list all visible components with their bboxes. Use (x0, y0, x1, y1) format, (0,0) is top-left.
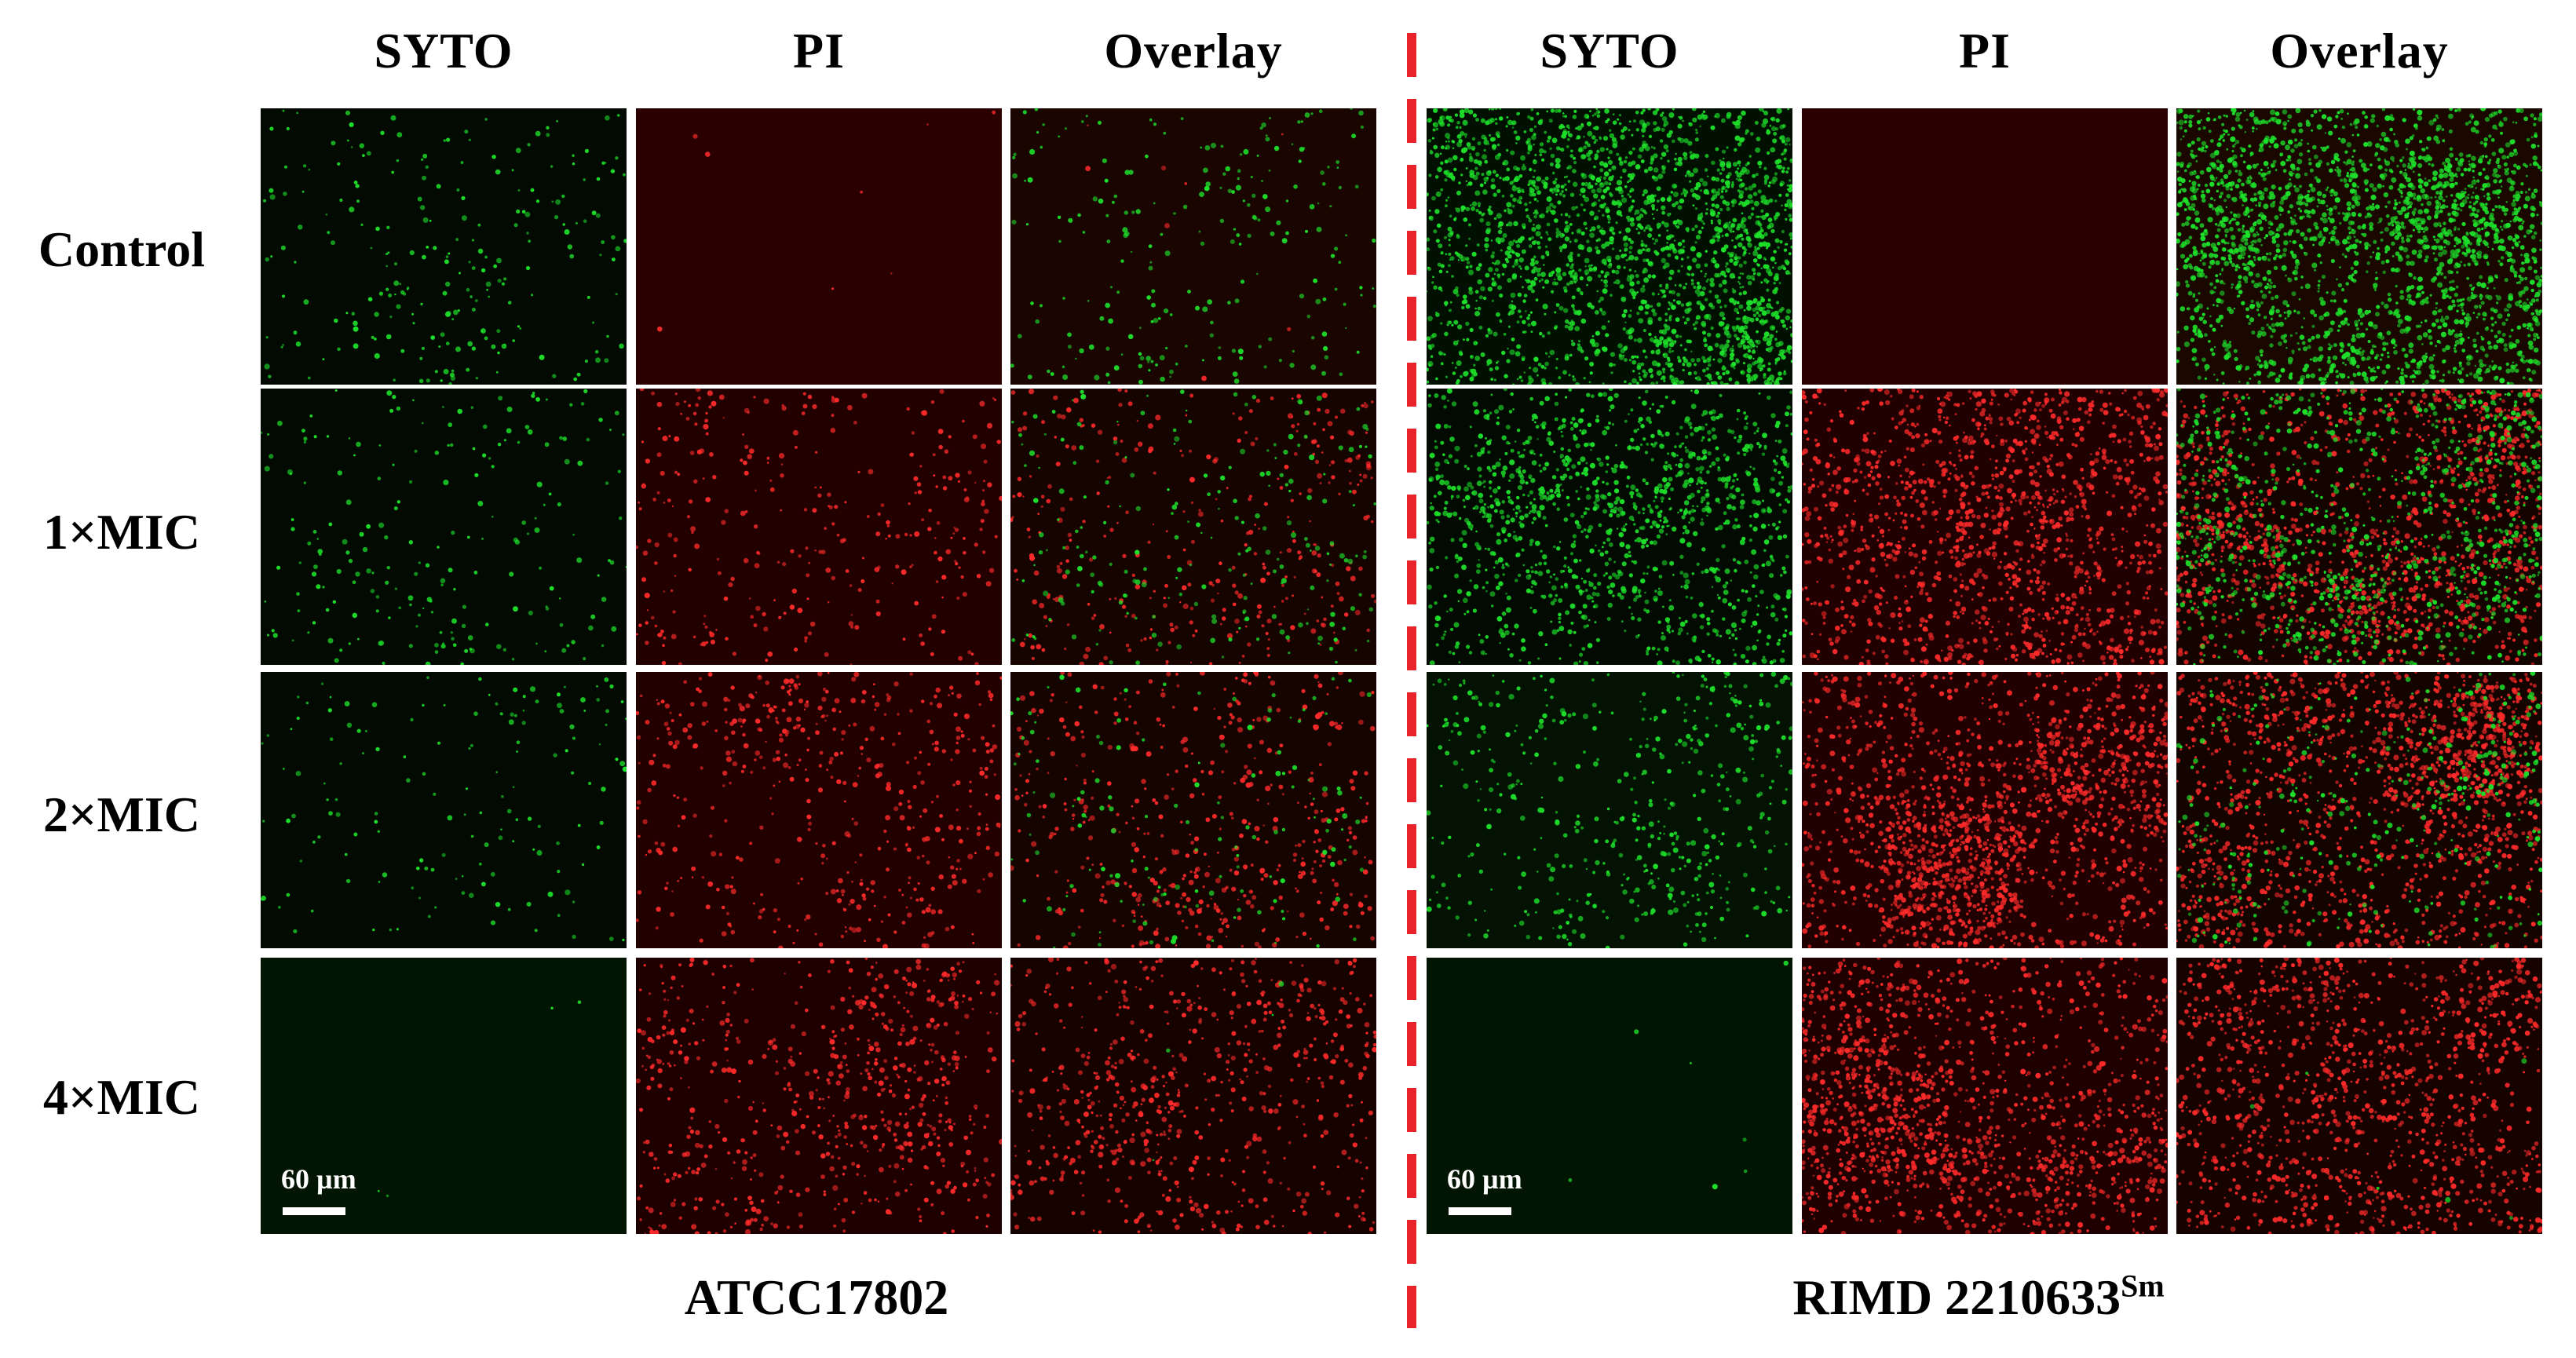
micrograph-syto-3-3 (1427, 958, 1792, 1234)
micrograph-pi-2-1 (636, 672, 1002, 948)
micrograph-syto-1-0 (261, 389, 627, 665)
row-label-2xmic: 2×MIC (0, 783, 243, 846)
micrograph-pi-1-4 (1802, 389, 2168, 665)
scale-bar-label: 60 µm (281, 1163, 356, 1195)
column-header-syto-rimd: SYTO (1425, 17, 1794, 85)
column-header-overlay-rimd: Overlay (2175, 17, 2544, 85)
micrograph-overlay-2-5 (2176, 672, 2542, 948)
row-label-1xmic: 1×MIC (0, 501, 243, 564)
micrograph-syto-2-0 (261, 672, 627, 948)
column-header-syto-atcc17802: SYTO (259, 17, 628, 85)
scale-bar-label: 60 µm (1447, 1163, 1522, 1195)
strain-label-rimd-2210633: RIMD 2210633Sm (1429, 1264, 2528, 1331)
row-label-4xmic: 4×MIC (0, 1066, 243, 1129)
micrograph-overlay-2-2 (1010, 672, 1376, 948)
micrograph-overlay-3-5 (2176, 958, 2542, 1234)
micrograph-overlay-0-5 (2176, 108, 2542, 385)
micrograph-overlay-3-2 (1010, 958, 1376, 1234)
micrograph-pi-0-4 (1802, 108, 2168, 385)
micrograph-pi-2-4 (1802, 672, 2168, 948)
micrograph-syto-1-3 (1427, 389, 1792, 665)
column-header-pi-rimd: PI (1800, 17, 2169, 85)
column-header-overlay-atcc17802: Overlay (1009, 17, 1378, 85)
micrograph-syto-0-0 (261, 108, 627, 385)
micrograph-pi-1-1 (636, 389, 1002, 665)
column-header-pi-atcc17802: PI (634, 17, 1003, 85)
scale-bar (283, 1207, 345, 1215)
micrograph-overlay-1-5 (2176, 389, 2542, 665)
micrograph-pi-3-1 (636, 958, 1002, 1234)
micrograph-pi-3-4 (1802, 958, 2168, 1234)
micrograph-pi-0-1 (636, 108, 1002, 385)
micrograph-syto-0-3 (1427, 108, 1792, 385)
scale-bar (1449, 1207, 1511, 1215)
micrograph-overlay-1-2 (1010, 389, 1376, 665)
row-label-control: Control (0, 218, 243, 281)
strain-divider (1407, 33, 1416, 1328)
micrograph-syto-3-0 (261, 958, 627, 1234)
micrograph-syto-2-3 (1427, 672, 1792, 948)
strain-label-atcc17802: ATCC17802 (267, 1264, 1366, 1331)
micrograph-overlay-0-2 (1010, 108, 1376, 385)
